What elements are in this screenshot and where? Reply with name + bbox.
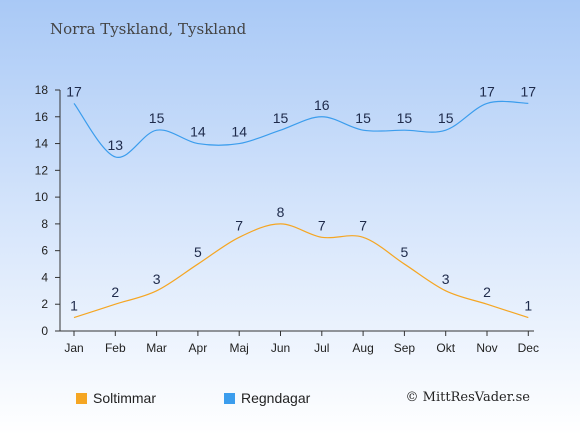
data-label-regndagar: 15	[397, 110, 413, 126]
x-tick-label: Aug	[352, 341, 373, 355]
legend-label-regndagar: Regndagar	[241, 390, 311, 406]
y-tick-label: 4	[41, 270, 48, 284]
data-label-regndagar: 14	[190, 124, 206, 140]
y-tick-label: 14	[35, 137, 49, 151]
legend-label-soltimmar: Soltimmar	[93, 390, 157, 406]
data-label-regndagar: 14	[231, 124, 247, 140]
data-label-soltimmar: 5	[401, 244, 409, 260]
data-label-regndagar: 17	[521, 83, 537, 99]
x-tick-label: Jun	[271, 341, 290, 355]
data-label-regndagar: 15	[438, 110, 454, 126]
data-label-soltimmar: 1	[70, 298, 78, 314]
x-tick-label: Nov	[476, 341, 497, 355]
data-label-regndagar: 17	[479, 83, 495, 99]
data-label-soltimmar: 7	[318, 217, 326, 233]
copyright-link[interactable]: © MittResVader.se	[405, 390, 530, 405]
data-label-soltimmar: 3	[442, 271, 450, 287]
data-label-soltimmar: 2	[111, 284, 119, 300]
x-tick-label: Mar	[146, 341, 167, 355]
data-label-soltimmar: 2	[483, 284, 491, 300]
data-label-soltimmar: 8	[277, 204, 285, 220]
y-tick-label: 18	[35, 83, 49, 97]
data-label-soltimmar: 5	[194, 244, 202, 260]
data-label-regndagar: 15	[273, 110, 289, 126]
x-tick-label: Dec	[518, 341, 539, 355]
x-tick-label: Maj	[230, 341, 249, 355]
chart-title: Norra Tyskland, Tyskland	[50, 20, 247, 38]
x-tick-label: Feb	[105, 341, 126, 355]
y-tick-label: 10	[35, 190, 49, 204]
series-line-regndagar	[73, 100, 529, 158]
y-tick-label: 2	[41, 297, 48, 311]
data-label-regndagar: 13	[108, 137, 124, 153]
y-tick-label: 8	[41, 217, 48, 231]
x-tick-label: Jan	[64, 341, 83, 355]
data-label-soltimmar: 1	[524, 298, 532, 314]
data-label-regndagar: 17	[66, 83, 82, 99]
y-tick-label: 16	[35, 110, 49, 124]
data-label-soltimmar: 3	[153, 271, 161, 287]
x-tick-label: Jul	[314, 341, 329, 355]
series-line-soltimmar	[73, 223, 529, 319]
y-tick-label: 0	[41, 324, 48, 338]
data-label-regndagar: 16	[314, 97, 330, 113]
legend-item-soltimmar: Soltimmar	[76, 390, 156, 406]
series-layer	[73, 100, 529, 319]
data-label-regndagar: 15	[355, 110, 371, 126]
legend-item-regndagar: Regndagar	[224, 390, 310, 406]
data-label-soltimmar: 7	[235, 217, 243, 233]
data-label-regndagar: 15	[149, 110, 165, 126]
legend-swatch-soltimmar	[76, 393, 87, 404]
y-tick-label: 6	[41, 244, 48, 258]
data-label-soltimmar: 7	[359, 217, 367, 233]
x-tick-label: Okt	[436, 341, 455, 355]
x-tick-label: Sep	[394, 341, 416, 355]
legend-swatch-regndagar	[224, 393, 235, 404]
x-tick-label: Apr	[189, 341, 208, 355]
y-tick-label: 12	[35, 163, 49, 177]
